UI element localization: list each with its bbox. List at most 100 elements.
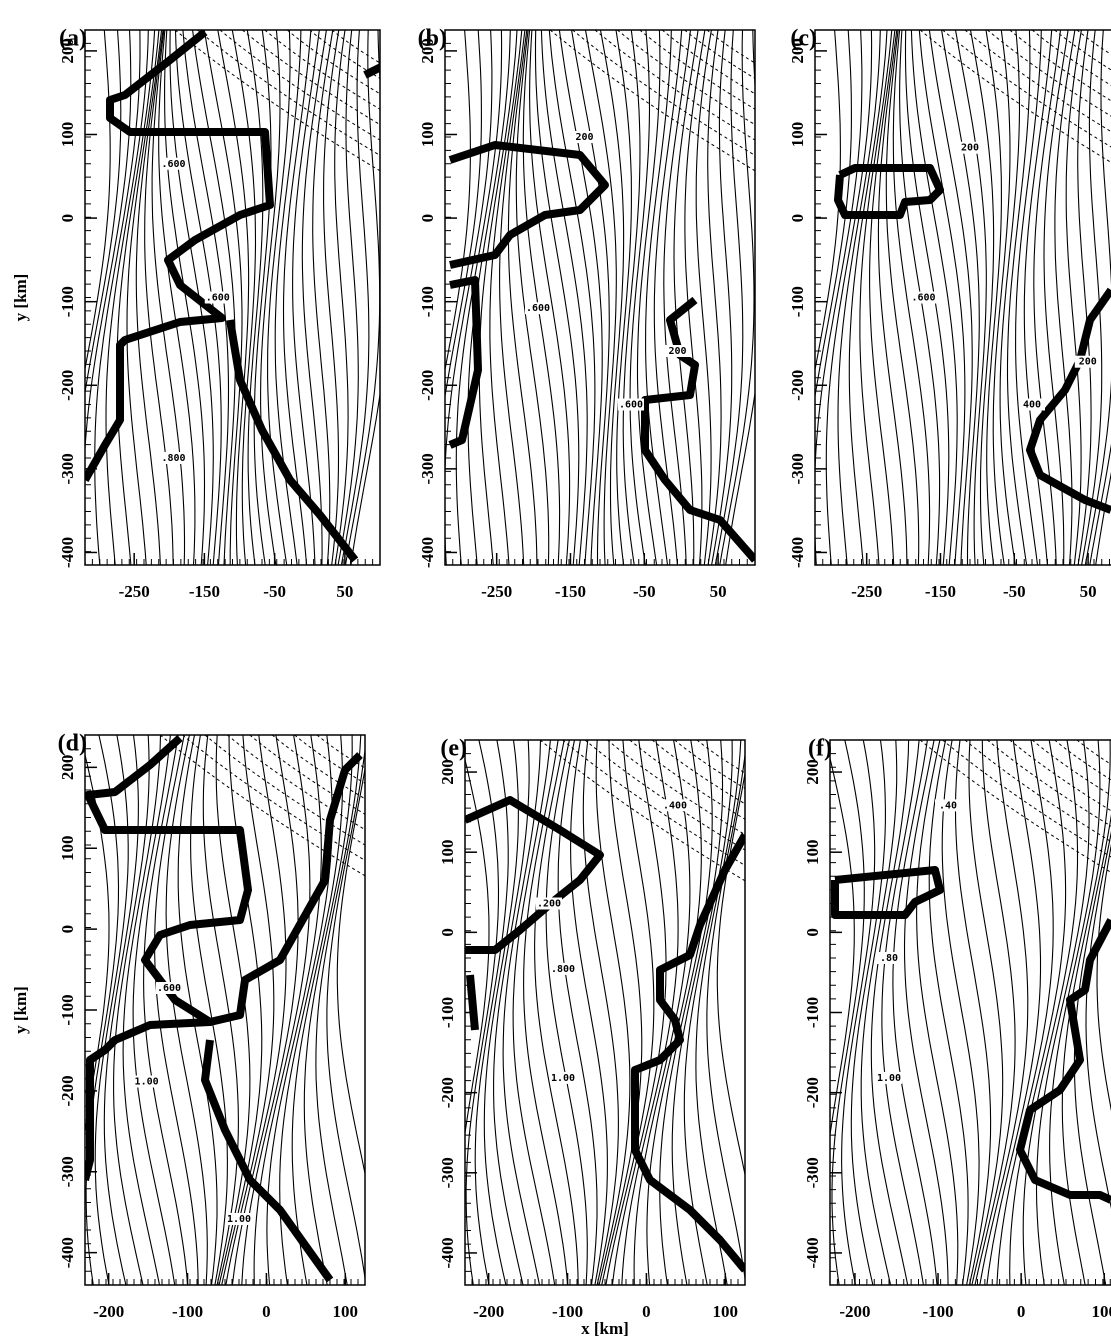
contour-line <box>582 740 619 1285</box>
contour-line <box>336 765 365 1177</box>
contour-line <box>144 30 174 565</box>
contour-line <box>545 740 588 1285</box>
contour-line <box>301 30 327 565</box>
contour-line <box>122 735 162 1285</box>
contour-line <box>870 740 910 1285</box>
contour-line <box>719 30 755 565</box>
y-tick-label: -400 <box>58 537 77 568</box>
contour-line <box>663 30 692 565</box>
contour-line <box>126 30 160 565</box>
contour-label-bg <box>133 1075 160 1088</box>
coastline <box>631 833 745 1273</box>
x-tick-label: -150 <box>189 582 220 601</box>
contour-label: .800 <box>551 964 575 975</box>
y-tick-label: -300 <box>788 453 807 484</box>
y-axis-label: y [km] <box>11 986 30 1034</box>
x-tick-label: -100 <box>922 1302 953 1321</box>
contour-label-bg <box>160 452 187 464</box>
y-tick-label: 200 <box>58 38 77 64</box>
contour-label-bg <box>910 291 937 304</box>
contour-line <box>557 740 598 1285</box>
contour-label-bg <box>525 302 551 315</box>
contour-label-bg <box>571 131 598 143</box>
contour-label-bg <box>550 962 576 975</box>
y-tick-label: 0 <box>788 214 807 223</box>
contour-line-dashed <box>919 30 1111 163</box>
coastline <box>834 164 944 219</box>
contour-line <box>622 30 641 565</box>
contour-line-dashed <box>219 30 380 141</box>
y-tick-label: 200 <box>803 759 822 785</box>
panel: (f) -200 -100 0 100 -400 -300 -200 -100 0 100 200 .4… <box>803 736 1111 1321</box>
y-tick-label: -100 <box>418 286 437 317</box>
coastline <box>1026 287 1111 514</box>
contour-line <box>1054 30 1076 565</box>
contour-line <box>315 735 362 1285</box>
contour-line <box>260 30 281 565</box>
contour-line <box>910 30 958 565</box>
contour-label-bg <box>536 897 562 910</box>
contour-line-dashed <box>661 30 755 95</box>
contour-line-dashed <box>964 30 1111 133</box>
contour-line <box>999 30 1021 565</box>
panel: (d) -200 -100 0 100 -400 -300 -200 -100 0 100 200 y … <box>11 731 366 1321</box>
contour-line <box>706 750 745 1282</box>
contour-line <box>217 30 250 565</box>
contour-line <box>164 30 206 565</box>
contour-line <box>646 740 702 1285</box>
contour-line <box>282 30 312 565</box>
contour-line <box>954 740 992 1285</box>
contour-label: 1.00 <box>551 1073 575 1084</box>
contour-label-bg <box>876 952 902 964</box>
coastline <box>201 1039 334 1283</box>
contour-line-dashed <box>696 740 745 774</box>
y-tick-label: -100 <box>438 997 457 1028</box>
contour-line <box>830 755 855 1139</box>
y-tick-label: -400 <box>418 537 437 568</box>
contours <box>85 735 365 1285</box>
contour-line <box>474 740 509 1285</box>
contour-line-dashed <box>617 30 755 126</box>
contour-line <box>645 30 672 565</box>
contour-line <box>673 30 699 565</box>
x-tick-label: 100 <box>713 1302 739 1321</box>
x-tick-label: 50 <box>336 582 353 601</box>
contour-line <box>595 740 631 1285</box>
contour-line <box>918 30 966 565</box>
contour-line-dashed <box>264 30 380 110</box>
contour-label: 1.00 <box>877 1073 901 1084</box>
contour-line-dashed <box>1054 30 1111 71</box>
contour-label-bg <box>160 157 187 170</box>
contour-line <box>815 30 863 565</box>
coastline <box>831 866 944 919</box>
contour-line <box>996 740 1054 1285</box>
y-tick-label: -200 <box>418 370 437 401</box>
contour-line <box>489 30 523 565</box>
contour-label-bg <box>618 398 644 411</box>
contour-label: .600 <box>526 303 550 314</box>
contour-label-bg <box>1074 355 1101 368</box>
contours <box>465 740 745 1285</box>
contour-line <box>334 30 349 565</box>
contour-line <box>885 30 920 565</box>
contour-line-dashed <box>1031 30 1111 86</box>
contour-line <box>192 30 236 565</box>
contour-line <box>633 740 691 1285</box>
contour-line-dashed <box>651 740 745 805</box>
contour-line <box>1089 443 1111 565</box>
y-tick-label: -300 <box>418 453 437 484</box>
panel-title: (d) <box>58 731 87 757</box>
contours <box>815 30 1111 565</box>
panel: (b) -250 -150 -50 50 -400 -300 -200 -100 0 100 200 2… <box>418 26 756 601</box>
contour-line-dashed <box>684 30 755 79</box>
contour-label-bg <box>662 799 688 812</box>
contour-line-dashed <box>1031 740 1111 796</box>
contour-line <box>1022 740 1079 1285</box>
contour-line-dashed <box>286 30 380 95</box>
contour-line <box>478 30 518 565</box>
x-tick-label: 50 <box>710 582 727 601</box>
contour-line <box>534 30 580 565</box>
contour-line <box>837 30 881 565</box>
contour-line <box>711 30 733 565</box>
